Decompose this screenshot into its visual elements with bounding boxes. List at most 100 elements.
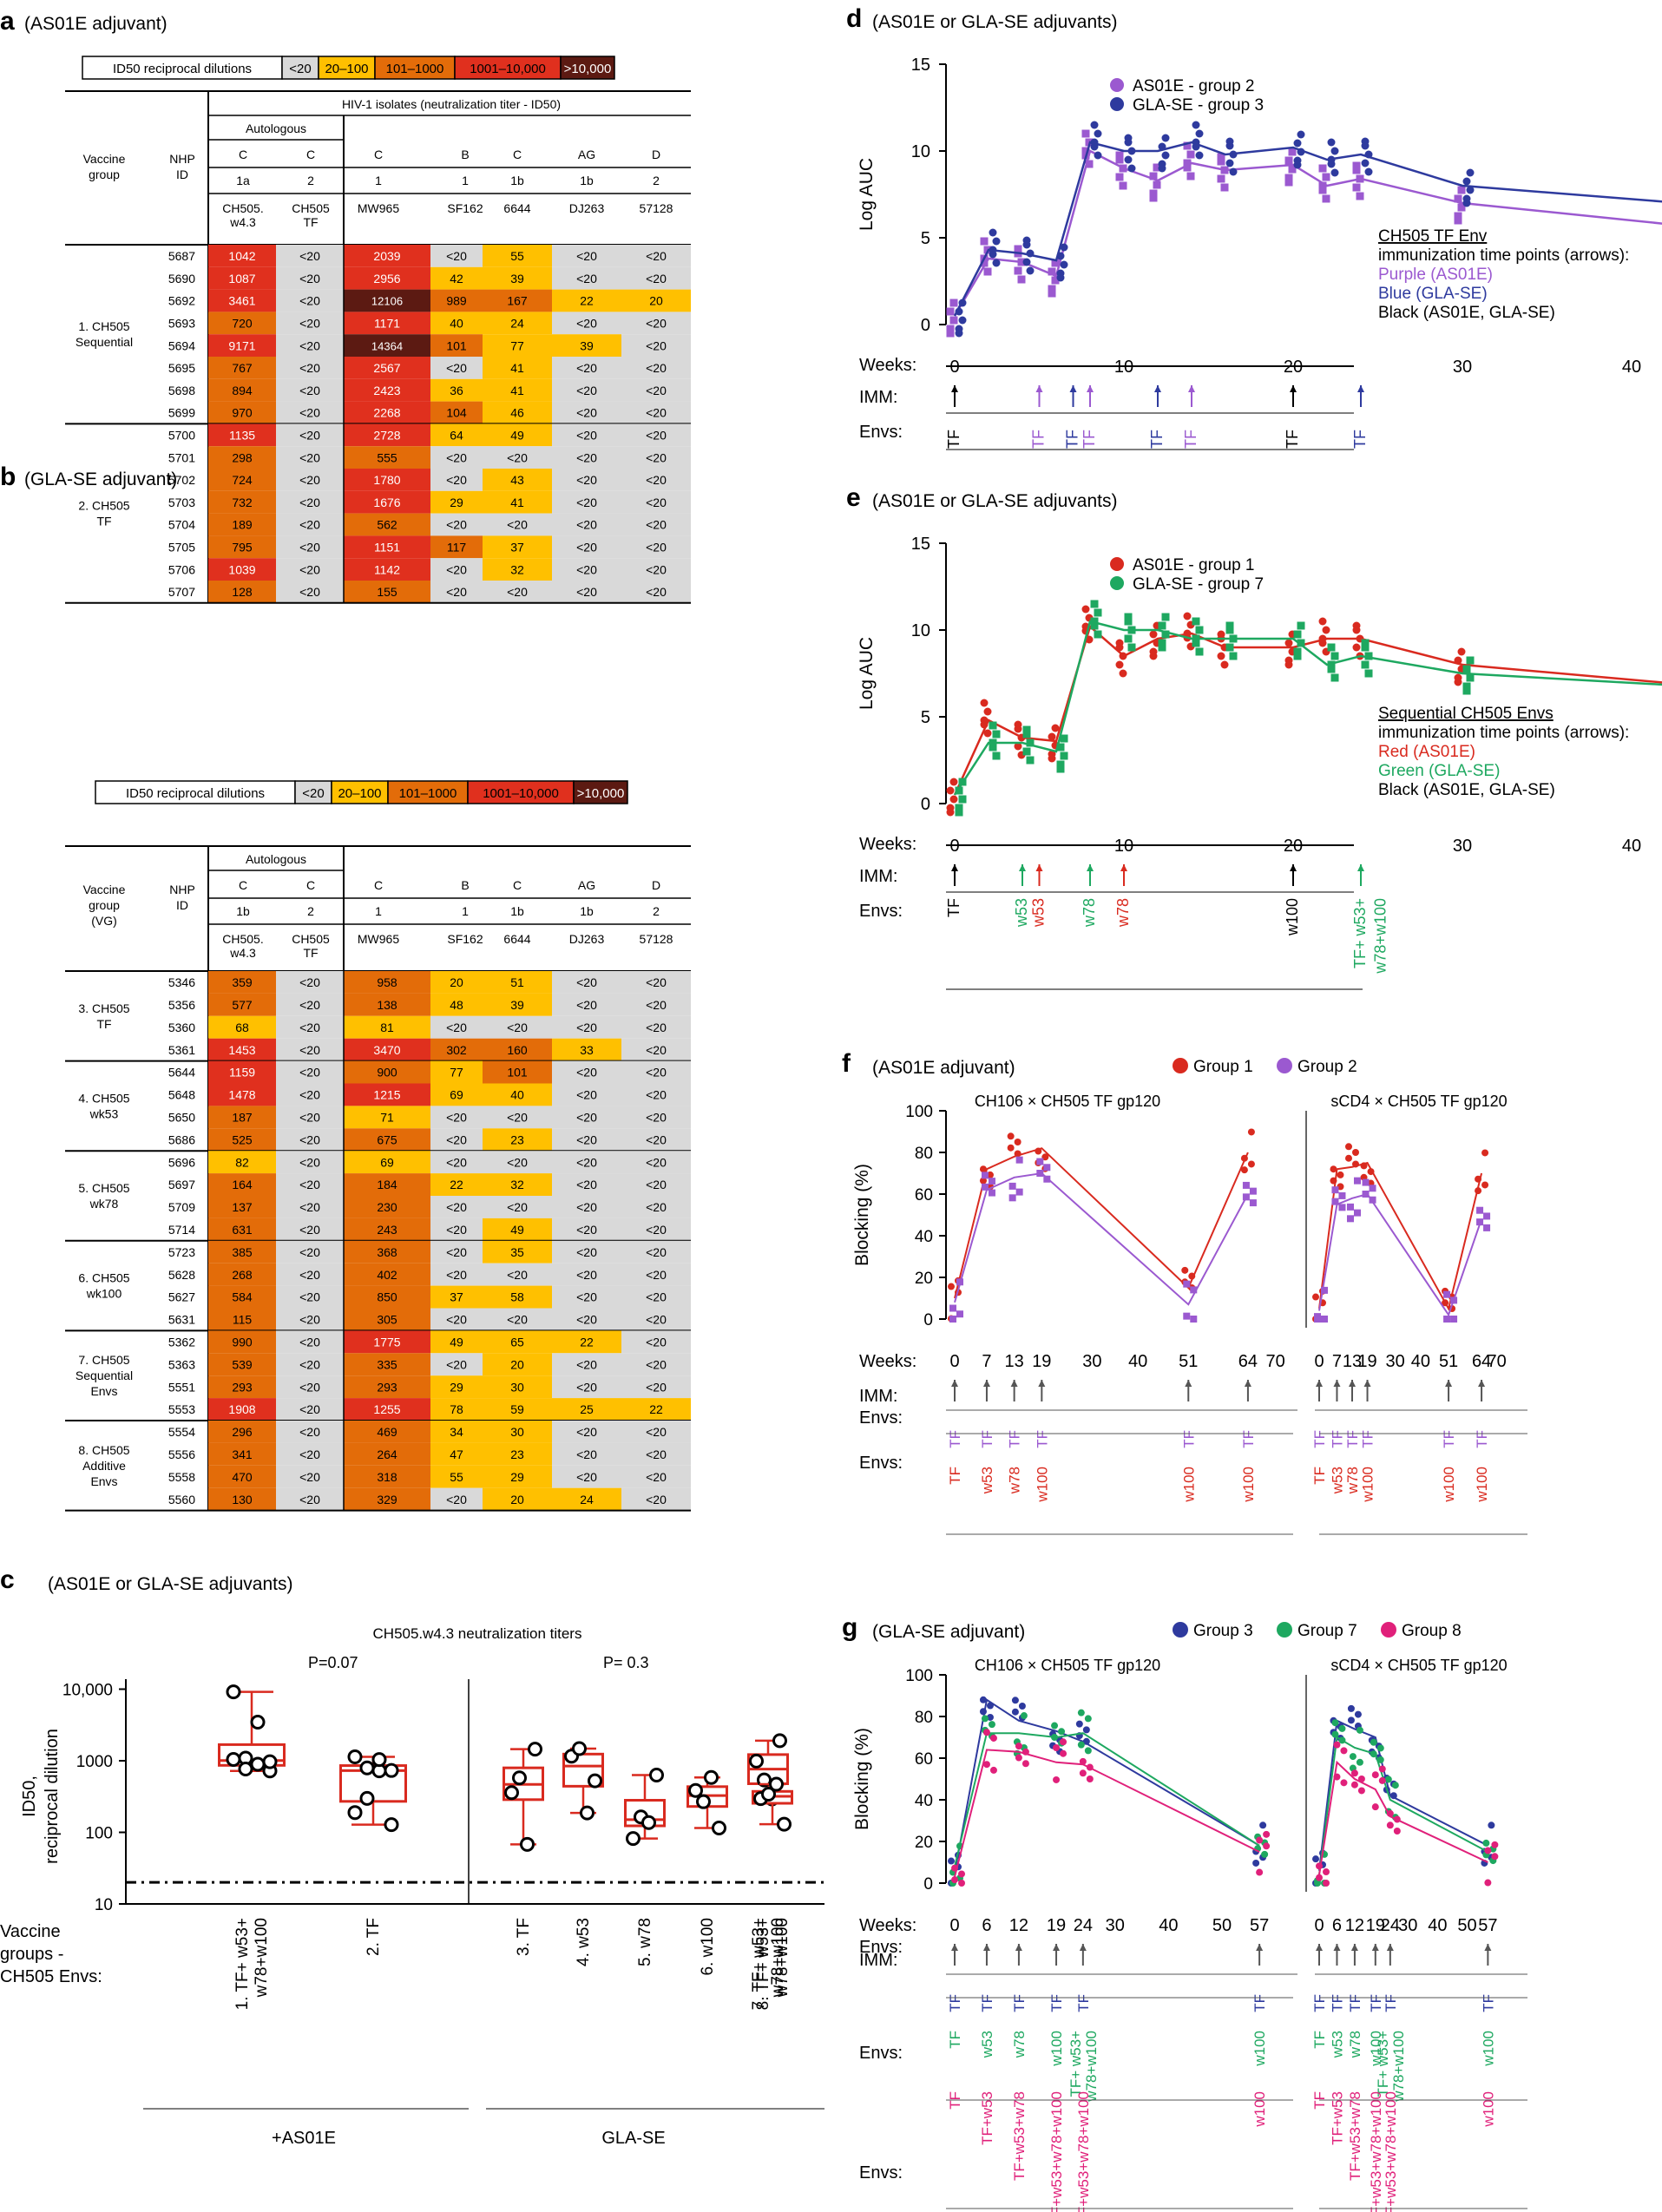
- titer-cell: [344, 1106, 430, 1129]
- imm-arrow-head: [1035, 385, 1043, 392]
- data-marker: [1491, 1853, 1499, 1861]
- legend-label: ID50 reciprocal dilutions: [113, 62, 252, 76]
- x-tick: 13: [1005, 1352, 1024, 1371]
- data-marker: [1161, 134, 1170, 142]
- panel-letter-a: a: [0, 7, 15, 36]
- data-marker: [1015, 1188, 1023, 1196]
- group-name: 7. CH505: [78, 1353, 129, 1367]
- data-marker: [1323, 1880, 1330, 1887]
- titer-cell: [552, 535, 621, 559]
- titer-value: 155: [377, 585, 397, 599]
- data-marker: [1056, 760, 1065, 769]
- data-marker: [1186, 172, 1195, 181]
- titer-value: <20: [446, 1021, 467, 1034]
- x-tick-label: 2. TF: [365, 1918, 383, 1956]
- data-marker: [1229, 652, 1238, 660]
- data-point: [262, 1754, 278, 1769]
- titer-cell: [430, 469, 483, 491]
- env-label: TF: [1030, 430, 1048, 449]
- env-label: TF: [1329, 1994, 1345, 2012]
- data-marker: [1364, 652, 1373, 660]
- hiv-header: HIV-1 isolates (neutralization titer - I…: [342, 97, 561, 111]
- panel-letter: f: [842, 1049, 851, 1078]
- legend-label: ID50 reciprocal dilutions: [126, 786, 265, 801]
- titer-cell: [208, 1421, 276, 1443]
- titer-cell: [552, 469, 621, 491]
- titer-cell: [208, 1060, 276, 1084]
- titer-cell: [483, 1015, 552, 1039]
- titer-value: <20: [646, 450, 667, 464]
- titer-value: 24: [580, 1493, 594, 1506]
- data-marker: [989, 738, 997, 747]
- titer-value: <20: [646, 338, 667, 352]
- titer-value: <20: [646, 1268, 667, 1282]
- y-tick: 20: [915, 1270, 933, 1288]
- data-marker: [1347, 1704, 1355, 1712]
- titer-value: <20: [646, 1223, 667, 1237]
- titer-value: <20: [299, 1470, 320, 1484]
- x-tick-label: 4. w53: [575, 1918, 593, 1966]
- env-label: TF: [1329, 1430, 1345, 1448]
- titer-cell: [621, 1398, 691, 1421]
- data-marker: [1277, 1622, 1292, 1638]
- titer-cell: [621, 513, 691, 536]
- data-marker: [980, 237, 989, 246]
- titer-value: 341: [232, 1447, 253, 1461]
- titer-cell: [621, 423, 691, 447]
- titer-cell: [208, 490, 276, 514]
- titer-value: <20: [299, 1200, 320, 1214]
- titer-value: 329: [377, 1493, 397, 1506]
- titer-value: <20: [299, 450, 320, 464]
- titer-cell: [208, 1173, 276, 1196]
- legend-swatch: [387, 780, 469, 804]
- data-point: [777, 1816, 792, 1832]
- titer-value: 39: [580, 338, 594, 352]
- titer-value: 24: [510, 316, 524, 330]
- adjuvant-label: GLA-SE: [601, 2129, 665, 2148]
- titer-value: 539: [232, 1357, 253, 1371]
- titer-value: 724: [232, 473, 253, 487]
- data-point: [347, 1805, 363, 1821]
- data-marker: [989, 721, 997, 730]
- titer-value: <20: [646, 585, 667, 599]
- data-point: [749, 1753, 764, 1769]
- data-marker: [1127, 147, 1136, 155]
- titer-value: <20: [299, 1132, 320, 1146]
- data-point: [757, 1772, 772, 1788]
- env-label: w53: [979, 2031, 995, 2058]
- env-label: TF+w53+w78+w100: [1368, 2091, 1384, 2212]
- titer-value: <20: [299, 562, 320, 576]
- data-marker: [1360, 1162, 1368, 1170]
- note-text: Black (AS01E, GLA-SE): [1378, 304, 1555, 322]
- data-marker: [1051, 259, 1060, 267]
- titer-cell: [344, 971, 430, 994]
- data-marker: [1338, 1204, 1346, 1211]
- tier-label: 2: [307, 904, 314, 918]
- data-marker: [1158, 621, 1166, 630]
- titer-value: 562: [377, 518, 397, 532]
- data-point: [504, 1785, 519, 1801]
- titer-value: <20: [507, 1268, 528, 1282]
- titer-value: <20: [576, 1021, 597, 1034]
- titer-cell: [483, 1083, 552, 1106]
- data-marker: [1331, 1186, 1339, 1194]
- panel-letter: e: [846, 483, 861, 512]
- titer-value: <20: [646, 1313, 667, 1327]
- titer-cell: [208, 266, 276, 290]
- env-label: TF+ w53+: [1375, 2031, 1391, 2097]
- series-line: [953, 620, 1662, 796]
- data-marker: [949, 795, 958, 804]
- data-marker: [1352, 183, 1361, 192]
- legend-label: <20: [302, 786, 324, 801]
- data-marker: [1195, 626, 1204, 634]
- titer-cell: [621, 1487, 691, 1511]
- titer-value: <20: [646, 1155, 667, 1169]
- titer-value: 68: [235, 1021, 249, 1034]
- data-marker: [1183, 612, 1192, 620]
- data-marker: [958, 1870, 965, 1878]
- env-label: TF+w53: [979, 2091, 995, 2145]
- x-tick: 13: [1343, 1352, 1362, 1371]
- titer-cell: [552, 558, 621, 581]
- titer-value: 81: [380, 1021, 394, 1034]
- env-label: TF: [1368, 1994, 1384, 2012]
